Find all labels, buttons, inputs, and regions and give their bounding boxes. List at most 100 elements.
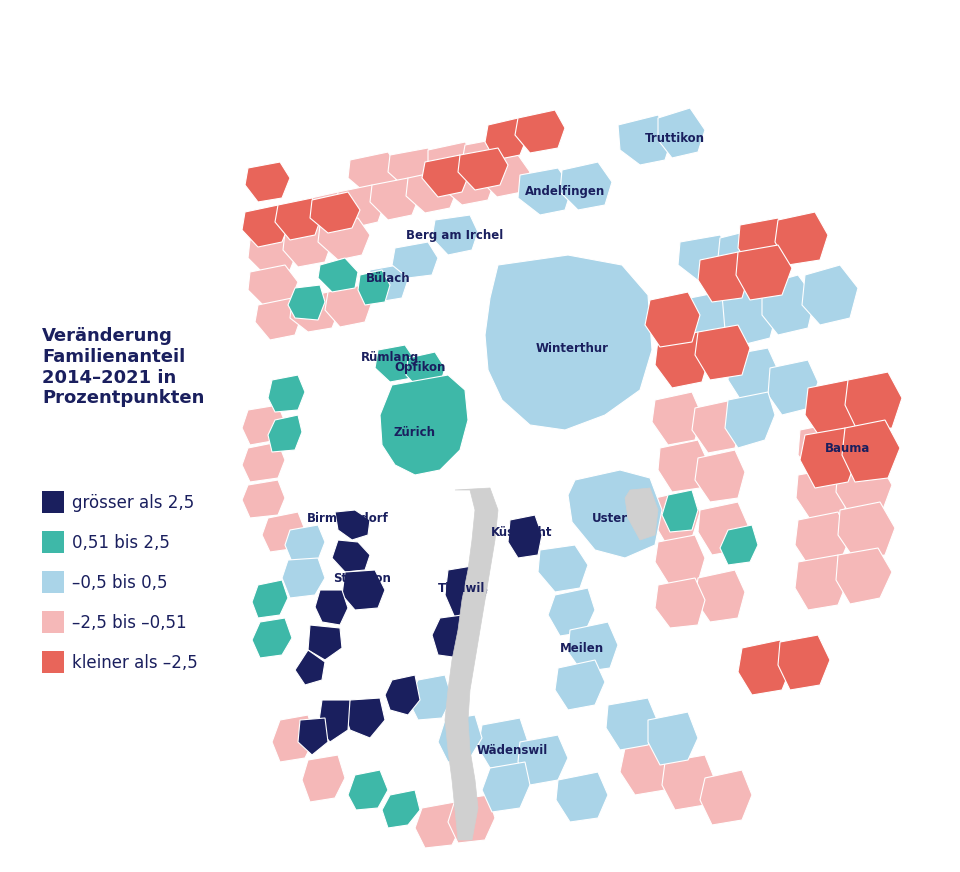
- Text: Bülach: Bülach: [366, 271, 410, 284]
- Polygon shape: [406, 352, 445, 388]
- Polygon shape: [335, 510, 370, 540]
- Polygon shape: [422, 155, 470, 197]
- Polygon shape: [658, 440, 708, 492]
- Polygon shape: [798, 422, 852, 478]
- Polygon shape: [480, 155, 530, 197]
- Polygon shape: [775, 212, 828, 265]
- Text: Opfikon: Opfikon: [395, 362, 445, 374]
- Polygon shape: [262, 512, 305, 552]
- Polygon shape: [295, 650, 325, 685]
- Polygon shape: [796, 468, 850, 522]
- Polygon shape: [445, 488, 498, 840]
- Polygon shape: [406, 170, 458, 213]
- Polygon shape: [678, 235, 735, 282]
- Text: Wädenswil: Wädenswil: [476, 744, 547, 757]
- Polygon shape: [298, 718, 328, 755]
- Polygon shape: [332, 540, 370, 572]
- FancyBboxPatch shape: [42, 651, 64, 673]
- Polygon shape: [342, 570, 385, 610]
- FancyBboxPatch shape: [42, 611, 64, 633]
- Text: Stallikon: Stallikon: [333, 571, 391, 584]
- Polygon shape: [282, 558, 325, 598]
- Text: Veränderung
Familienanteil
2014–2021 in
Prozentpunkten: Veränderung Familienanteil 2014–2021 in …: [42, 327, 204, 407]
- Polygon shape: [625, 488, 658, 540]
- Polygon shape: [618, 115, 672, 165]
- Polygon shape: [718, 228, 775, 278]
- Polygon shape: [310, 192, 360, 233]
- Polygon shape: [548, 588, 595, 636]
- Polygon shape: [645, 292, 700, 347]
- Polygon shape: [515, 110, 565, 153]
- Polygon shape: [348, 770, 388, 810]
- Polygon shape: [728, 348, 778, 402]
- Polygon shape: [662, 490, 698, 532]
- Polygon shape: [485, 255, 652, 430]
- Polygon shape: [768, 360, 818, 415]
- Polygon shape: [698, 252, 750, 302]
- Polygon shape: [255, 298, 302, 340]
- Polygon shape: [388, 148, 440, 190]
- Polygon shape: [242, 442, 285, 482]
- Polygon shape: [658, 108, 705, 158]
- Polygon shape: [698, 502, 748, 555]
- Text: Küsnacht: Küsnacht: [492, 526, 553, 539]
- Polygon shape: [518, 168, 572, 215]
- Polygon shape: [738, 218, 790, 270]
- Polygon shape: [325, 285, 372, 327]
- Polygon shape: [438, 715, 482, 762]
- Polygon shape: [368, 265, 408, 302]
- Text: Winterthur: Winterthur: [536, 342, 609, 355]
- Polygon shape: [458, 148, 508, 190]
- FancyBboxPatch shape: [42, 531, 64, 553]
- Text: –2,5 bis –0,51: –2,5 bis –0,51: [72, 614, 186, 632]
- Polygon shape: [268, 375, 305, 412]
- Polygon shape: [248, 265, 298, 307]
- Polygon shape: [695, 570, 745, 622]
- Polygon shape: [445, 565, 488, 618]
- Text: Rümlang: Rümlang: [361, 351, 420, 364]
- Polygon shape: [268, 415, 302, 452]
- Polygon shape: [738, 640, 792, 695]
- Polygon shape: [283, 225, 332, 267]
- Polygon shape: [655, 332, 710, 388]
- Polygon shape: [508, 515, 542, 558]
- Polygon shape: [652, 490, 700, 542]
- Polygon shape: [252, 618, 292, 658]
- Polygon shape: [800, 428, 858, 488]
- Polygon shape: [655, 578, 705, 628]
- Polygon shape: [242, 405, 285, 445]
- Polygon shape: [802, 265, 858, 325]
- Polygon shape: [722, 285, 778, 345]
- Polygon shape: [300, 192, 350, 235]
- Polygon shape: [478, 718, 528, 768]
- Polygon shape: [248, 232, 298, 275]
- Polygon shape: [285, 525, 325, 562]
- Polygon shape: [482, 762, 530, 812]
- Polygon shape: [275, 198, 322, 240]
- Text: Bauma: Bauma: [826, 441, 871, 454]
- Text: Uster: Uster: [592, 512, 628, 524]
- Polygon shape: [380, 375, 468, 475]
- Polygon shape: [836, 548, 892, 604]
- Polygon shape: [382, 790, 420, 828]
- Polygon shape: [736, 245, 792, 300]
- Polygon shape: [290, 292, 340, 332]
- Polygon shape: [318, 218, 370, 260]
- Polygon shape: [348, 152, 400, 195]
- Polygon shape: [692, 400, 742, 453]
- Text: –0,5 bis 0,5: –0,5 bis 0,5: [72, 574, 167, 592]
- Polygon shape: [385, 675, 420, 715]
- Polygon shape: [568, 470, 662, 558]
- Polygon shape: [415, 802, 462, 848]
- Polygon shape: [606, 698, 658, 750]
- Polygon shape: [432, 615, 472, 658]
- Polygon shape: [700, 770, 752, 825]
- Polygon shape: [762, 275, 815, 335]
- Polygon shape: [842, 420, 900, 482]
- Polygon shape: [288, 285, 325, 320]
- Polygon shape: [795, 555, 848, 610]
- Polygon shape: [725, 392, 775, 448]
- Polygon shape: [345, 698, 385, 738]
- Polygon shape: [375, 345, 415, 382]
- Polygon shape: [538, 545, 588, 592]
